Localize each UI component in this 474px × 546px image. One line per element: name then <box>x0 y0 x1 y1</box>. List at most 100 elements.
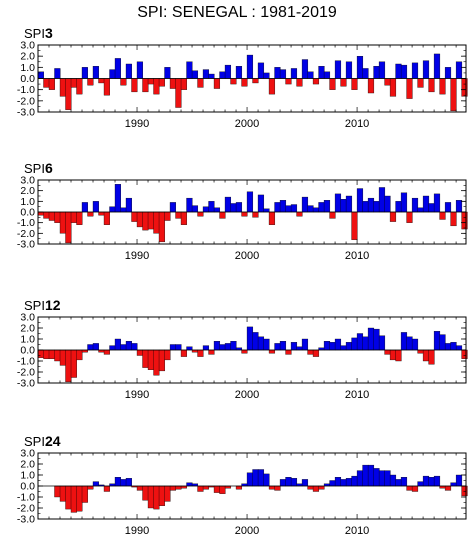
spi-bar <box>197 349 204 357</box>
spi-bar <box>274 202 281 213</box>
spi-bar <box>246 472 254 487</box>
spi-bar <box>444 202 452 213</box>
spi-bar <box>109 69 116 79</box>
spi-bar <box>279 341 287 351</box>
y-tick-label: -3.0 <box>17 514 35 526</box>
spi-bar <box>323 71 331 79</box>
spi-bar <box>191 70 199 79</box>
spi-bar <box>274 343 281 351</box>
spi-bar <box>208 73 215 79</box>
spi-bar <box>158 485 166 506</box>
spi-bar <box>142 485 149 501</box>
y-tick-label: -1.0 <box>17 84 35 96</box>
spi-bar <box>208 201 215 213</box>
y-tick-label: 2.0 <box>20 459 35 471</box>
spi-bar <box>351 337 358 351</box>
spi-bar <box>257 336 265 351</box>
spi-bar <box>59 211 66 234</box>
spi-bar <box>246 326 254 351</box>
spi-bar <box>312 349 320 357</box>
spi-bar <box>103 349 110 355</box>
spi-bar <box>318 66 325 79</box>
spi-bar <box>252 469 259 487</box>
y-tick-label: -3.0 <box>17 378 35 390</box>
spi-bar <box>345 61 353 79</box>
spi-bar <box>76 485 83 512</box>
spi-bar <box>329 78 336 90</box>
spi-bar <box>114 58 121 79</box>
spi-bar <box>87 211 94 217</box>
spi-bar <box>59 78 66 97</box>
spi-bar <box>213 485 221 493</box>
spi-bar <box>367 327 375 351</box>
spi-bar <box>37 349 44 358</box>
spi-bar <box>125 197 132 213</box>
spi-bar <box>450 342 457 351</box>
spi-bar <box>461 78 468 97</box>
spi-bar <box>120 207 127 213</box>
spi-bar <box>367 78 375 94</box>
spi-bar <box>169 344 177 351</box>
spi-bar <box>373 66 380 79</box>
spi-bar <box>54 349 61 362</box>
y-tick-label: 3.0 <box>20 175 35 187</box>
spi-bar <box>257 62 265 79</box>
spi-bar <box>406 336 413 351</box>
y-tick-label: -3.0 <box>17 239 35 251</box>
x-tick-label: 2010 <box>345 250 369 262</box>
spi-bar <box>230 341 237 351</box>
spi-bar <box>197 78 204 88</box>
spi-bar <box>241 78 248 87</box>
panel-label-prefix: SPI <box>24 298 45 313</box>
spi-bar <box>378 335 386 351</box>
spi-bar <box>351 211 358 240</box>
spi-bar <box>367 464 375 487</box>
panel-label-suffix: 24 <box>45 433 61 449</box>
spi-bar <box>224 343 232 351</box>
spi-bar <box>384 195 391 213</box>
spi-bar <box>345 342 353 351</box>
y-tick-label: -1.0 <box>17 217 35 229</box>
spi-bar <box>356 55 364 79</box>
spi-bar <box>411 62 419 79</box>
x-tick-label: 2000 <box>235 118 259 130</box>
y-tick-label: 3.0 <box>20 448 35 460</box>
spi-bar <box>329 211 336 219</box>
spi-bar <box>175 78 182 108</box>
spi-bar <box>307 349 314 355</box>
spi-bar <box>246 54 254 79</box>
panel-label-suffix: 3 <box>45 25 53 41</box>
spi-bar <box>114 184 121 213</box>
spi-bar <box>417 207 424 213</box>
spi-bar <box>356 470 364 487</box>
spi-bar <box>389 211 397 222</box>
spi-bar <box>285 349 292 355</box>
spi-bar <box>186 346 193 351</box>
spi-bar <box>92 343 99 351</box>
spi-bar <box>461 211 468 230</box>
x-tick-label: 1990 <box>125 525 149 537</box>
y-tick-label: 3.0 <box>20 40 35 52</box>
spi-bar <box>367 197 375 213</box>
x-tick-label: 2010 <box>345 118 369 130</box>
spi-bar <box>351 475 358 487</box>
panel-label-prefix: SPI <box>24 26 45 41</box>
spi-bar <box>340 345 347 351</box>
spi-bar <box>175 485 182 490</box>
y-tick-label: 1.0 <box>20 196 35 208</box>
spi-bar <box>356 333 364 351</box>
spi-bar <box>136 349 143 356</box>
spi-bar <box>444 343 452 351</box>
spi-bar <box>433 331 441 351</box>
spi-bar <box>334 477 342 487</box>
spi-bar <box>147 349 155 370</box>
spi-bar <box>428 477 435 487</box>
y-tick-label: 1.0 <box>20 470 35 482</box>
spi-bar <box>422 195 430 213</box>
spi-bar <box>169 485 177 491</box>
spi-bar <box>114 338 121 351</box>
spi-bar <box>378 470 386 487</box>
spi-bar <box>175 211 182 219</box>
